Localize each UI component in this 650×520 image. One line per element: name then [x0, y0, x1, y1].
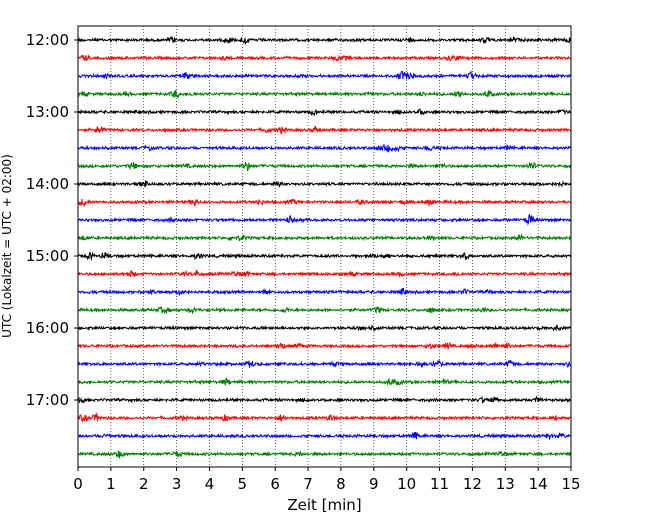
trace-1630 — [77, 359, 572, 369]
x-tick-label: 9 — [369, 475, 379, 493]
x-tick-label: 11 — [430, 475, 449, 493]
trace-1715 — [77, 412, 572, 423]
trace-1300 — [77, 108, 572, 117]
y-axis-label: UTC (Lokalzeit = UTC + 02:00) — [0, 154, 14, 338]
trace-1200 — [77, 35, 572, 46]
trace-1645 — [77, 377, 572, 386]
x-tick-label: 4 — [205, 475, 215, 493]
trace-1245 — [77, 89, 572, 99]
y-tick-label: 13:00 — [26, 103, 69, 121]
x-tick-label: 13 — [496, 475, 515, 493]
trace-1215 — [77, 54, 572, 63]
trace-1400 — [77, 180, 572, 188]
x-axis: 0 1 2 3 4 5 6 7 8 9 10 11 12 13 14 15 — [73, 467, 581, 493]
x-tick-label: 6 — [270, 475, 280, 493]
x-tick-label: 0 — [73, 475, 83, 493]
y-tick-label: 16:00 — [26, 319, 69, 337]
y-tick-label: 12:00 — [26, 31, 69, 49]
trace-1430 — [77, 213, 572, 226]
trace-1415 — [77, 198, 572, 208]
x-tick-label: 7 — [303, 475, 313, 493]
y-tick-label: 17:00 — [26, 391, 69, 409]
x-tick-label: 5 — [238, 475, 248, 493]
trace-1230 — [77, 70, 572, 80]
x-tick-label: 14 — [529, 475, 548, 493]
x-tick-label: 15 — [561, 475, 580, 493]
plot-frame — [77, 25, 572, 468]
trace-1745 — [77, 449, 572, 459]
trace-1600 — [77, 324, 572, 332]
trace-1730 — [77, 432, 572, 441]
trace-1500 — [77, 251, 572, 261]
trace-1615 — [77, 341, 572, 351]
trace-group — [77, 35, 572, 459]
x-tick-label: 8 — [336, 475, 346, 493]
trace-1315 — [77, 125, 572, 135]
trace-1515 — [77, 269, 572, 279]
trace-1700 — [77, 395, 572, 404]
x-tick-label: 10 — [397, 475, 416, 493]
y-tick-label: 14:00 — [26, 175, 69, 193]
trace-1530 — [77, 287, 572, 296]
trace-1345 — [77, 161, 572, 172]
x-axis-label: Zeit [min] — [287, 496, 361, 514]
x-tick-label: 3 — [172, 475, 182, 493]
x-tick-label: 12 — [463, 475, 482, 493]
trace-1545 — [77, 306, 572, 315]
y-tick-label: 15:00 — [26, 247, 69, 265]
y-axis: 12:00 13:00 14:00 15:00 16:00 17:00 — [26, 31, 78, 409]
trace-1330 — [77, 143, 572, 154]
trace-1445 — [77, 232, 572, 242]
x-tick-label: 1 — [106, 475, 116, 493]
x-tick-label: 2 — [139, 475, 149, 493]
